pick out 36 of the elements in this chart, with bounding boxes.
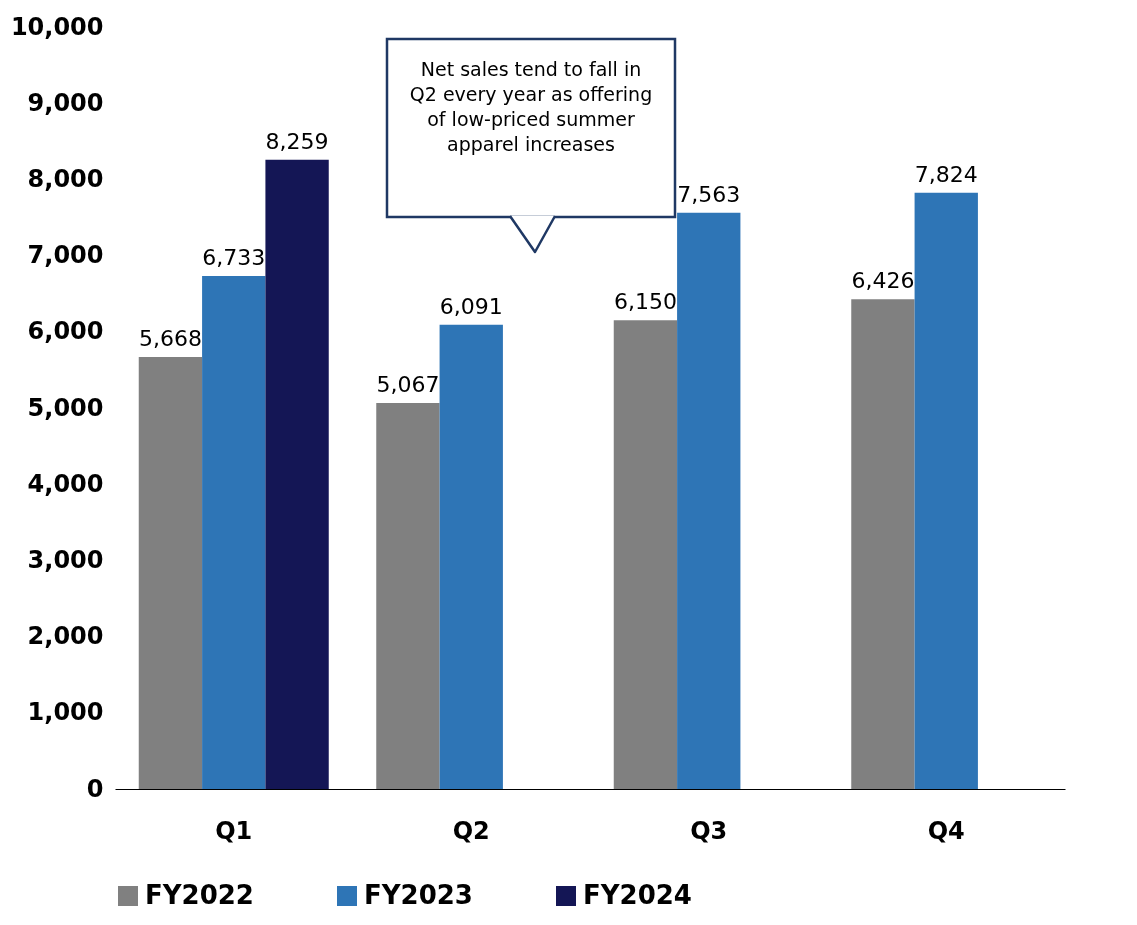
bar: [677, 212, 741, 789]
bar: [376, 402, 440, 789]
y-tick-label: 9,000: [27, 88, 104, 117]
y-tick-label: 3,000: [27, 545, 104, 574]
bar: [439, 324, 503, 789]
data-label: 6,426: [851, 268, 915, 294]
x-tick-label: Q3: [690, 816, 728, 845]
y-tick-label: 10,000: [10, 12, 104, 41]
bar: [851, 299, 915, 789]
x-tick-label: Q4: [927, 816, 965, 845]
y-tick-label: 4,000: [27, 469, 104, 498]
x-tick-label: Q1: [215, 816, 253, 845]
bar: [914, 192, 978, 789]
legend-label: FY2023: [364, 880, 473, 910]
y-tick-label: 8,000: [27, 164, 104, 193]
x-tick-label: Q2: [452, 816, 490, 845]
y-tick-label: 0: [86, 774, 104, 803]
y-tick-label: 5,000: [27, 393, 104, 422]
data-label: 6,091: [439, 293, 503, 319]
legend-label: FY2024: [583, 880, 692, 910]
bar: [202, 275, 266, 789]
data-label: 6,150: [613, 289, 677, 315]
bar: [265, 159, 329, 789]
data-label: 5,067: [376, 371, 440, 397]
y-tick-label: 6,000: [27, 317, 104, 346]
data-label: 7,563: [677, 181, 741, 207]
bar: [613, 320, 678, 789]
data-label: 5,668: [138, 326, 202, 352]
y-tick-label: 2,000: [27, 622, 104, 651]
data-label: 7,824: [914, 161, 978, 187]
bar: [138, 357, 203, 789]
data-label: 8,259: [265, 128, 329, 154]
data-label: 6,733: [202, 244, 266, 270]
y-tick-label: 1,000: [27, 698, 104, 727]
y-tick-label: 7,000: [27, 241, 104, 270]
legend-label: FY2022: [145, 880, 254, 910]
